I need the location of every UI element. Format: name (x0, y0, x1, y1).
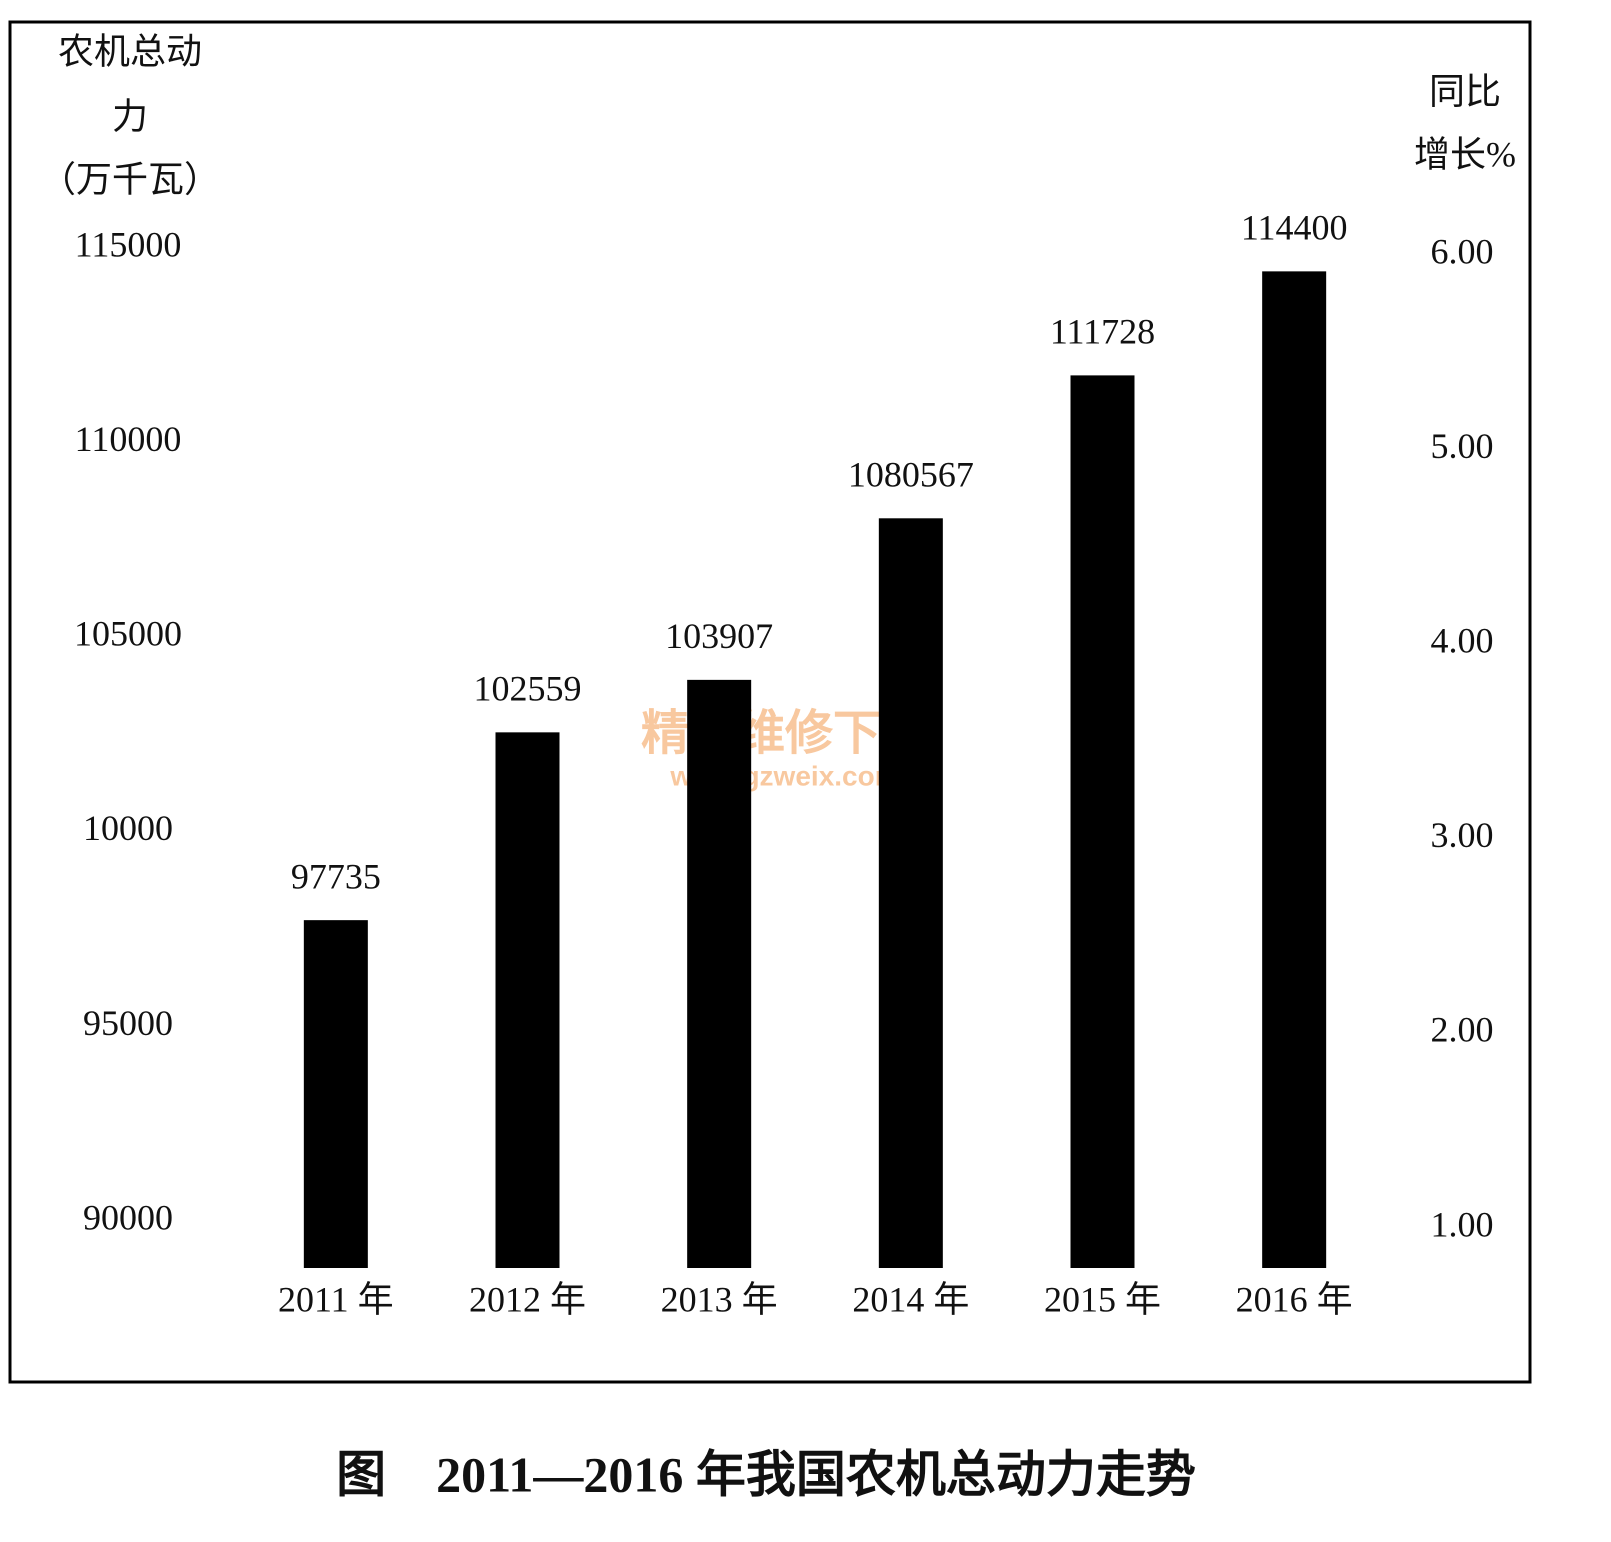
bar (1070, 375, 1135, 1269)
y-tick-label: 10000 (83, 808, 173, 848)
data-label: 97735 (291, 856, 381, 896)
y-tick-label: 105000 (74, 614, 182, 654)
y2-axis-label: 增长% (1414, 134, 1516, 174)
x-tick-label: 2012 年 (469, 1279, 586, 1319)
y2-tick-label: 4.00 (1431, 621, 1494, 661)
y-axis-label: （万千瓦） (40, 159, 220, 199)
x-tick-label: 2011 年 (278, 1279, 394, 1319)
bar (1262, 271, 1327, 1268)
y-axis-label: 农机总动 (58, 31, 202, 71)
data-label: 103907 (665, 616, 773, 656)
y2-tick-label: 2.00 (1431, 1010, 1494, 1050)
bar (495, 732, 560, 1268)
x-tick-label: 2014 年 (852, 1279, 969, 1319)
data-label: 111728 (1050, 312, 1155, 352)
data-label: 1080567 (848, 455, 974, 495)
y-tick-label: 115000 (75, 224, 182, 264)
x-tick-label: 2013 年 (661, 1279, 778, 1319)
y-axis-label: 力 (112, 96, 148, 136)
x-tick-label: 2015 年 (1044, 1279, 1161, 1319)
x-tick-label: 2016 年 (1236, 1279, 1353, 1319)
y-tick-label: 95000 (83, 1003, 173, 1043)
y2-tick-label: 3.00 (1431, 815, 1494, 855)
bar (303, 920, 368, 1268)
data-label: 102559 (474, 669, 582, 709)
y2-tick-label: 1.00 (1431, 1204, 1494, 1244)
bar (878, 518, 943, 1268)
y-tick-label: 110000 (75, 419, 182, 459)
y2-tick-label: 5.00 (1431, 426, 1494, 466)
data-label: 114400 (1241, 208, 1348, 248)
y2-axis-label: 同比 (1429, 71, 1501, 111)
y-tick-label: 90000 (83, 1198, 173, 1238)
chart-title: 图 2011—2016 年我国农机总动力走势 (336, 1446, 1196, 1502)
frame (8, 20, 1532, 1384)
bar (687, 679, 752, 1268)
y2-tick-label: 6.00 (1431, 231, 1494, 271)
